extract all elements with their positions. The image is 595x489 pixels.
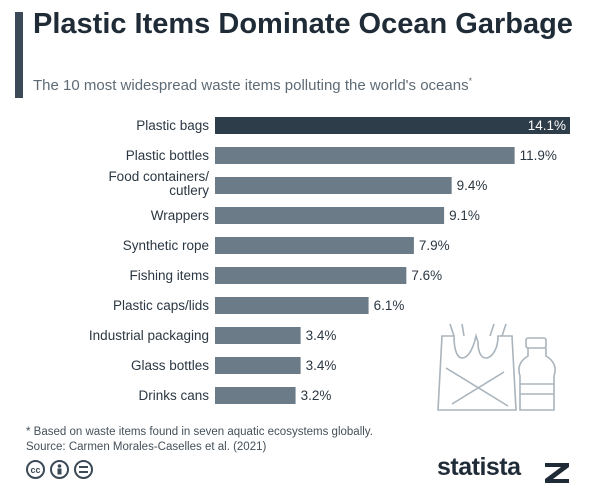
category-label-5: Fishing items <box>129 268 209 283</box>
footnote-source: Source: Carmen Morales-Caselles et al. (… <box>26 441 267 453</box>
value-label-0: 14.1% <box>528 118 566 133</box>
bar-0 <box>215 117 570 134</box>
bar-7 <box>215 327 301 344</box>
bar-8 <box>215 357 301 374</box>
value-label-4: 7.9% <box>419 238 450 253</box>
title-accent-bar <box>15 12 23 98</box>
brand-logo[interactable]: statista <box>437 453 521 481</box>
bar-4 <box>215 237 414 254</box>
category-label-6: Plastic caps/lids <box>113 298 209 313</box>
by-icon[interactable] <box>50 460 69 479</box>
bar-6 <box>215 297 369 314</box>
bar-chart: Plastic bags 14.1% Plastic bottles 11.9% Foo… <box>89 117 570 404</box>
category-label-3: Wrappers <box>151 208 210 223</box>
license-icons: cc <box>26 460 93 479</box>
value-label-2: 9.4% <box>457 178 488 193</box>
category-label-1: Plastic bottles <box>126 148 210 163</box>
cc-icon[interactable]: cc <box>26 460 45 479</box>
value-label-3: 9.1% <box>449 208 480 223</box>
nd-icon[interactable] <box>74 460 93 479</box>
value-label-6: 6.1% <box>374 298 405 313</box>
statista-logo-icon <box>545 463 569 483</box>
chart-subtitle: The 10 most widespread waste items pollu… <box>33 72 513 95</box>
plastic-waste-illustration-icon <box>437 323 556 411</box>
value-label-5: 7.6% <box>411 268 442 283</box>
bar-3 <box>215 207 445 224</box>
category-label-8: Glass bottles <box>131 358 209 373</box>
category-label-2: Food containers/cutlery <box>108 169 209 198</box>
category-label-7: Industrial packaging <box>89 328 209 343</box>
category-label-4: Synthetic rope <box>123 238 209 253</box>
footnote: * Based on waste items found in seven aq… <box>26 425 373 455</box>
footnote-note: * Based on waste items found in seven aq… <box>26 426 373 438</box>
category-label-0: Plastic bags <box>136 118 209 133</box>
bar-2 <box>215 177 452 194</box>
subtitle-footnote-marker: * <box>468 76 473 86</box>
category-label-9: Drinks cans <box>138 388 209 403</box>
bar-9 <box>215 387 296 404</box>
bar-1 <box>215 147 515 164</box>
value-label-8: 3.4% <box>306 358 337 373</box>
bar-5 <box>215 267 407 284</box>
value-label-7: 3.4% <box>306 328 337 343</box>
value-label-1: 11.9% <box>520 148 557 163</box>
subtitle-text: The 10 most widespread waste items pollu… <box>33 77 469 94</box>
chart-title: Plastic Items Dominate Ocean Garbage <box>33 8 573 40</box>
value-label-9: 3.2% <box>301 388 332 403</box>
